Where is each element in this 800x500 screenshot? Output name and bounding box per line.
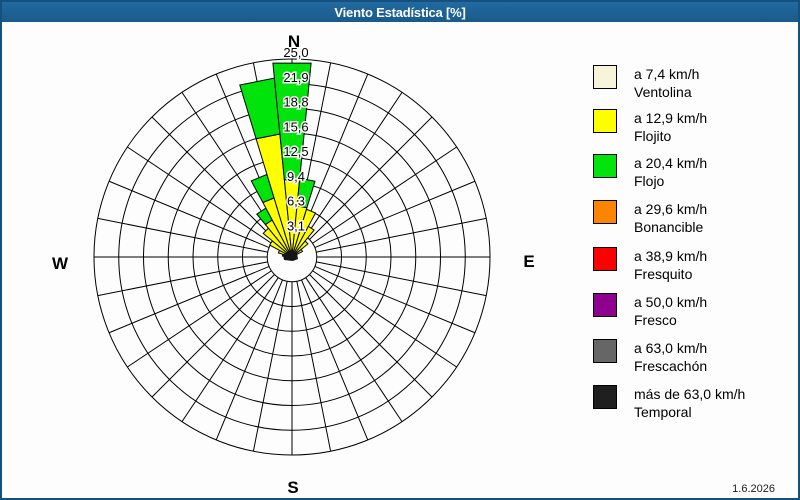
- windrose-wedges: [239, 62, 317, 261]
- compass-north-label: N: [288, 32, 300, 51]
- compass-east-label: E: [523, 252, 534, 271]
- compass-west-label: W: [52, 254, 69, 273]
- ring-label: 25,0: [283, 45, 308, 60]
- ring-label: 21,9: [283, 70, 308, 85]
- ring-label: 12,5: [283, 144, 308, 159]
- date-label: 1.6.2026: [732, 483, 775, 495]
- chart-panel: 3,1 6,3 9,4 12,5 15,6 18,8 21,9 25,0 N E S W 1.…: [2, 22, 798, 498]
- window-title: Viento Estadística [%]: [334, 4, 466, 20]
- ring-labels: 3,1 6,3 9,4 12,5 15,6 18,8 21,9 25,0: [282, 44, 310, 235]
- ring-label: 6,3: [287, 194, 305, 209]
- ring-label: 15,6: [283, 119, 308, 134]
- window-title-bar: Viento Estadística [%]: [2, 2, 798, 22]
- ring-label: 3,1: [287, 218, 305, 233]
- windrose-chart: 3,1 6,3 9,4 12,5 15,6 18,8 21,9 25,0 N E S W 1.…: [52, 32, 775, 497]
- windrose-wedge-NbE: [296, 177, 316, 209]
- ring-label: 18,8: [283, 95, 308, 110]
- ring-label: 9,4: [287, 169, 305, 184]
- windrose-wedge-N: [272, 62, 312, 181]
- windrose-wedge-NbW: [239, 77, 281, 140]
- center-calm-blob: [283, 250, 298, 261]
- compass-south-label: S: [287, 478, 298, 497]
